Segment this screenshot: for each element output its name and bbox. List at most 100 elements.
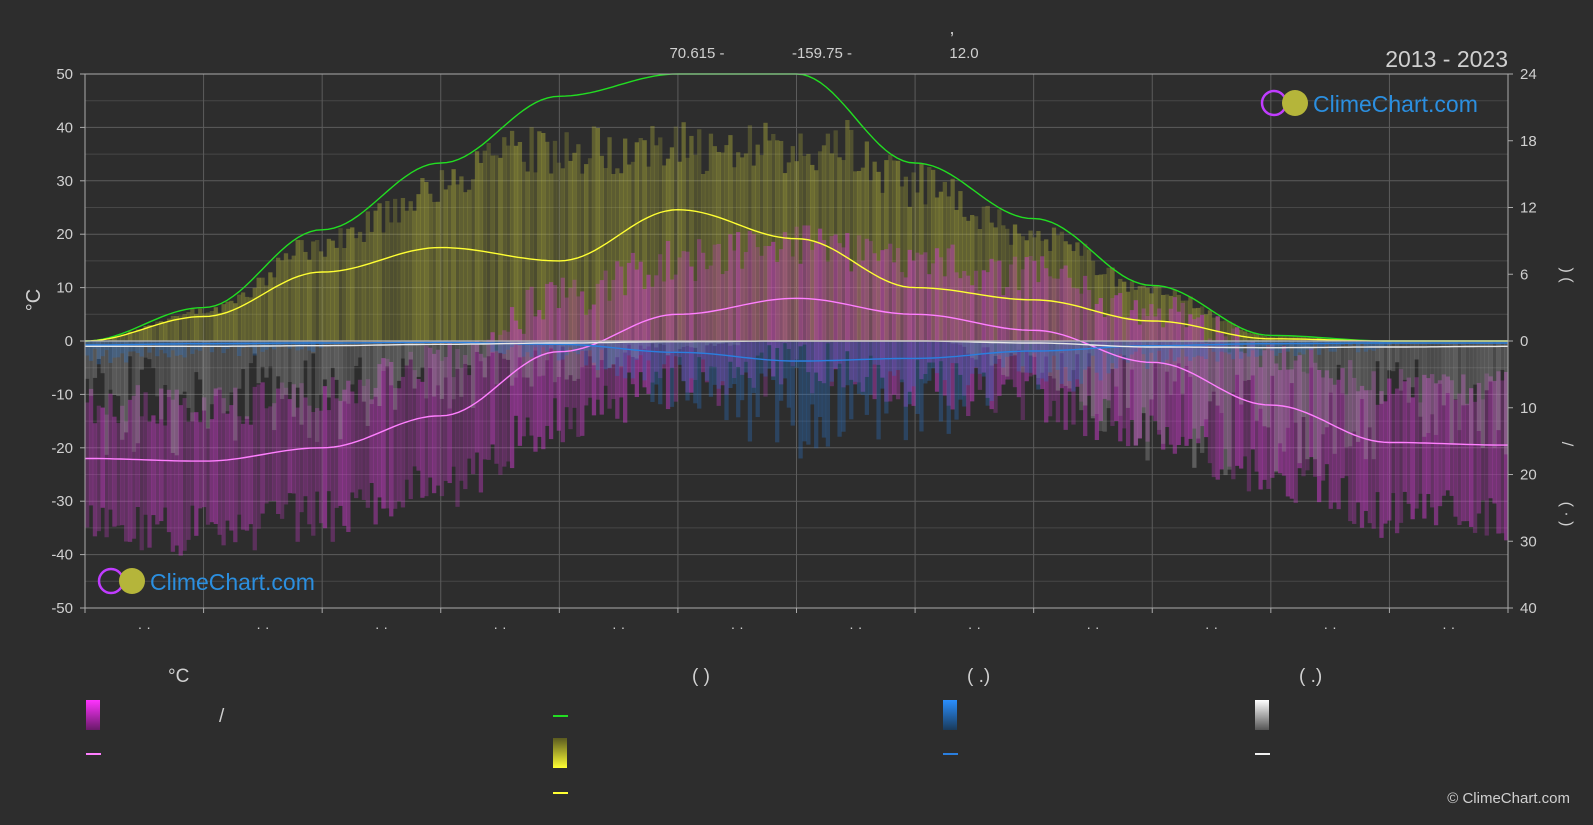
temperature-range-bar	[1157, 308, 1162, 435]
rain-bar	[899, 341, 905, 383]
rain-bar	[814, 341, 819, 449]
temperature-range-bar	[1313, 362, 1318, 477]
temperature-range-bar	[895, 248, 901, 400]
sunshine-band-bar	[170, 315, 176, 341]
rain-bar	[599, 341, 604, 350]
sunshine-band-bar	[919, 163, 924, 341]
rain-bar	[108, 341, 113, 363]
snow-bar	[396, 341, 402, 381]
temperature-range-bar	[260, 382, 265, 514]
sunshine-band-bar	[853, 171, 858, 341]
snow-bar	[502, 341, 507, 359]
sunshine-band-bar	[1020, 236, 1025, 341]
temperature-range-bar	[1044, 268, 1049, 423]
rain-bar	[958, 341, 963, 400]
sunshine-band-bar	[494, 155, 499, 341]
rain-bar	[1129, 341, 1135, 355]
snow-bar	[513, 341, 519, 378]
sunshine-band-bar	[439, 170, 445, 341]
temperature-range-bar	[681, 251, 686, 381]
temperature-range-bar	[174, 389, 179, 546]
rain-bar	[1079, 341, 1084, 384]
header-latitude: 70.615 -	[669, 45, 724, 62]
rain-bar	[1242, 341, 1248, 345]
temperature-range-bar	[1258, 367, 1263, 490]
rain-bar	[810, 341, 815, 405]
temperature-range-bar	[849, 271, 854, 380]
sunshine-band-bar	[205, 312, 211, 341]
snow-bar	[1188, 341, 1193, 377]
temperature-range-bar	[927, 274, 932, 363]
sunshine-band-bar	[256, 277, 261, 341]
snow-bar	[1348, 341, 1353, 447]
snow-bar	[127, 341, 133, 357]
rain-bar	[1207, 341, 1213, 346]
sunshine-band-bar	[942, 181, 947, 341]
temperature-range-bar	[1094, 303, 1100, 441]
sunshine-band-bar	[1145, 287, 1150, 341]
snow-bar	[993, 341, 998, 356]
rain-bar	[1196, 341, 1201, 356]
rain-bar	[825, 341, 831, 447]
temperature-range-bar	[412, 370, 417, 467]
sunshine-band-bar	[201, 313, 207, 341]
temperature-range-bar	[685, 251, 690, 393]
sunshine-band-bar	[354, 238, 359, 341]
temperature-range-bar	[888, 243, 893, 402]
snow-bar	[330, 341, 335, 368]
temperature-range-bar	[116, 423, 121, 526]
temperature-range-bar	[759, 255, 764, 353]
rain-bar	[1215, 341, 1220, 362]
temperature-range-bar	[626, 262, 632, 373]
snow-bar	[1465, 341, 1470, 406]
snow-bar	[736, 341, 741, 346]
sunshine-band-bar	[806, 153, 811, 341]
temperature-range-bar	[92, 423, 98, 537]
temperature-range-bar	[240, 423, 246, 530]
rain-bar	[782, 341, 788, 379]
temperature-range-bar	[958, 278, 963, 375]
snow-bar	[338, 341, 343, 440]
temperature-range-bar	[747, 230, 753, 379]
rain-bar	[186, 341, 191, 345]
snow-bar	[997, 341, 1002, 360]
sunshine-band-bar	[638, 138, 643, 341]
snow-bar	[1469, 341, 1474, 446]
sunshine-band-bar	[490, 155, 495, 341]
sunshine-band-bar	[315, 239, 320, 341]
rain-bar	[1246, 341, 1252, 357]
snow-bar	[1492, 341, 1497, 449]
temperature-range-bar	[545, 283, 550, 426]
temperature-range-bar	[1332, 384, 1337, 503]
snow-bar	[100, 341, 105, 374]
snow-bar	[1098, 341, 1103, 431]
snow-bar	[248, 341, 254, 364]
rain-bar	[685, 341, 690, 401]
snow-bar	[1161, 341, 1166, 444]
rain-bar	[747, 341, 753, 442]
snow-bar	[174, 341, 179, 456]
snow-bar	[1211, 341, 1217, 392]
y-tick-label: -10	[51, 386, 73, 403]
snow-bar	[966, 341, 971, 354]
temperature-range-bar	[1422, 374, 1427, 519]
temperature-range-bar	[556, 308, 562, 431]
sunshine-band-bar	[451, 169, 456, 341]
snow-bar	[104, 341, 109, 455]
rain-bar	[1032, 341, 1037, 354]
rain-bar	[576, 341, 581, 355]
temperature-range-bar	[1484, 373, 1489, 536]
sunshine-band-bar	[1238, 329, 1244, 341]
temperature-range-bar	[1086, 289, 1092, 396]
sunshine-band-bar	[513, 145, 519, 341]
snow-bar	[151, 341, 156, 368]
sunshine-band-bar	[665, 158, 671, 341]
rain-bar	[1363, 341, 1369, 352]
rain-bar	[638, 341, 643, 356]
sunshine-band-bar	[587, 158, 593, 341]
snow-bar	[490, 341, 495, 353]
snow-bar	[506, 341, 511, 360]
temperature-range-bar	[1289, 369, 1294, 499]
sunshine-band-bar	[1055, 235, 1061, 341]
snow-bar	[443, 341, 448, 378]
